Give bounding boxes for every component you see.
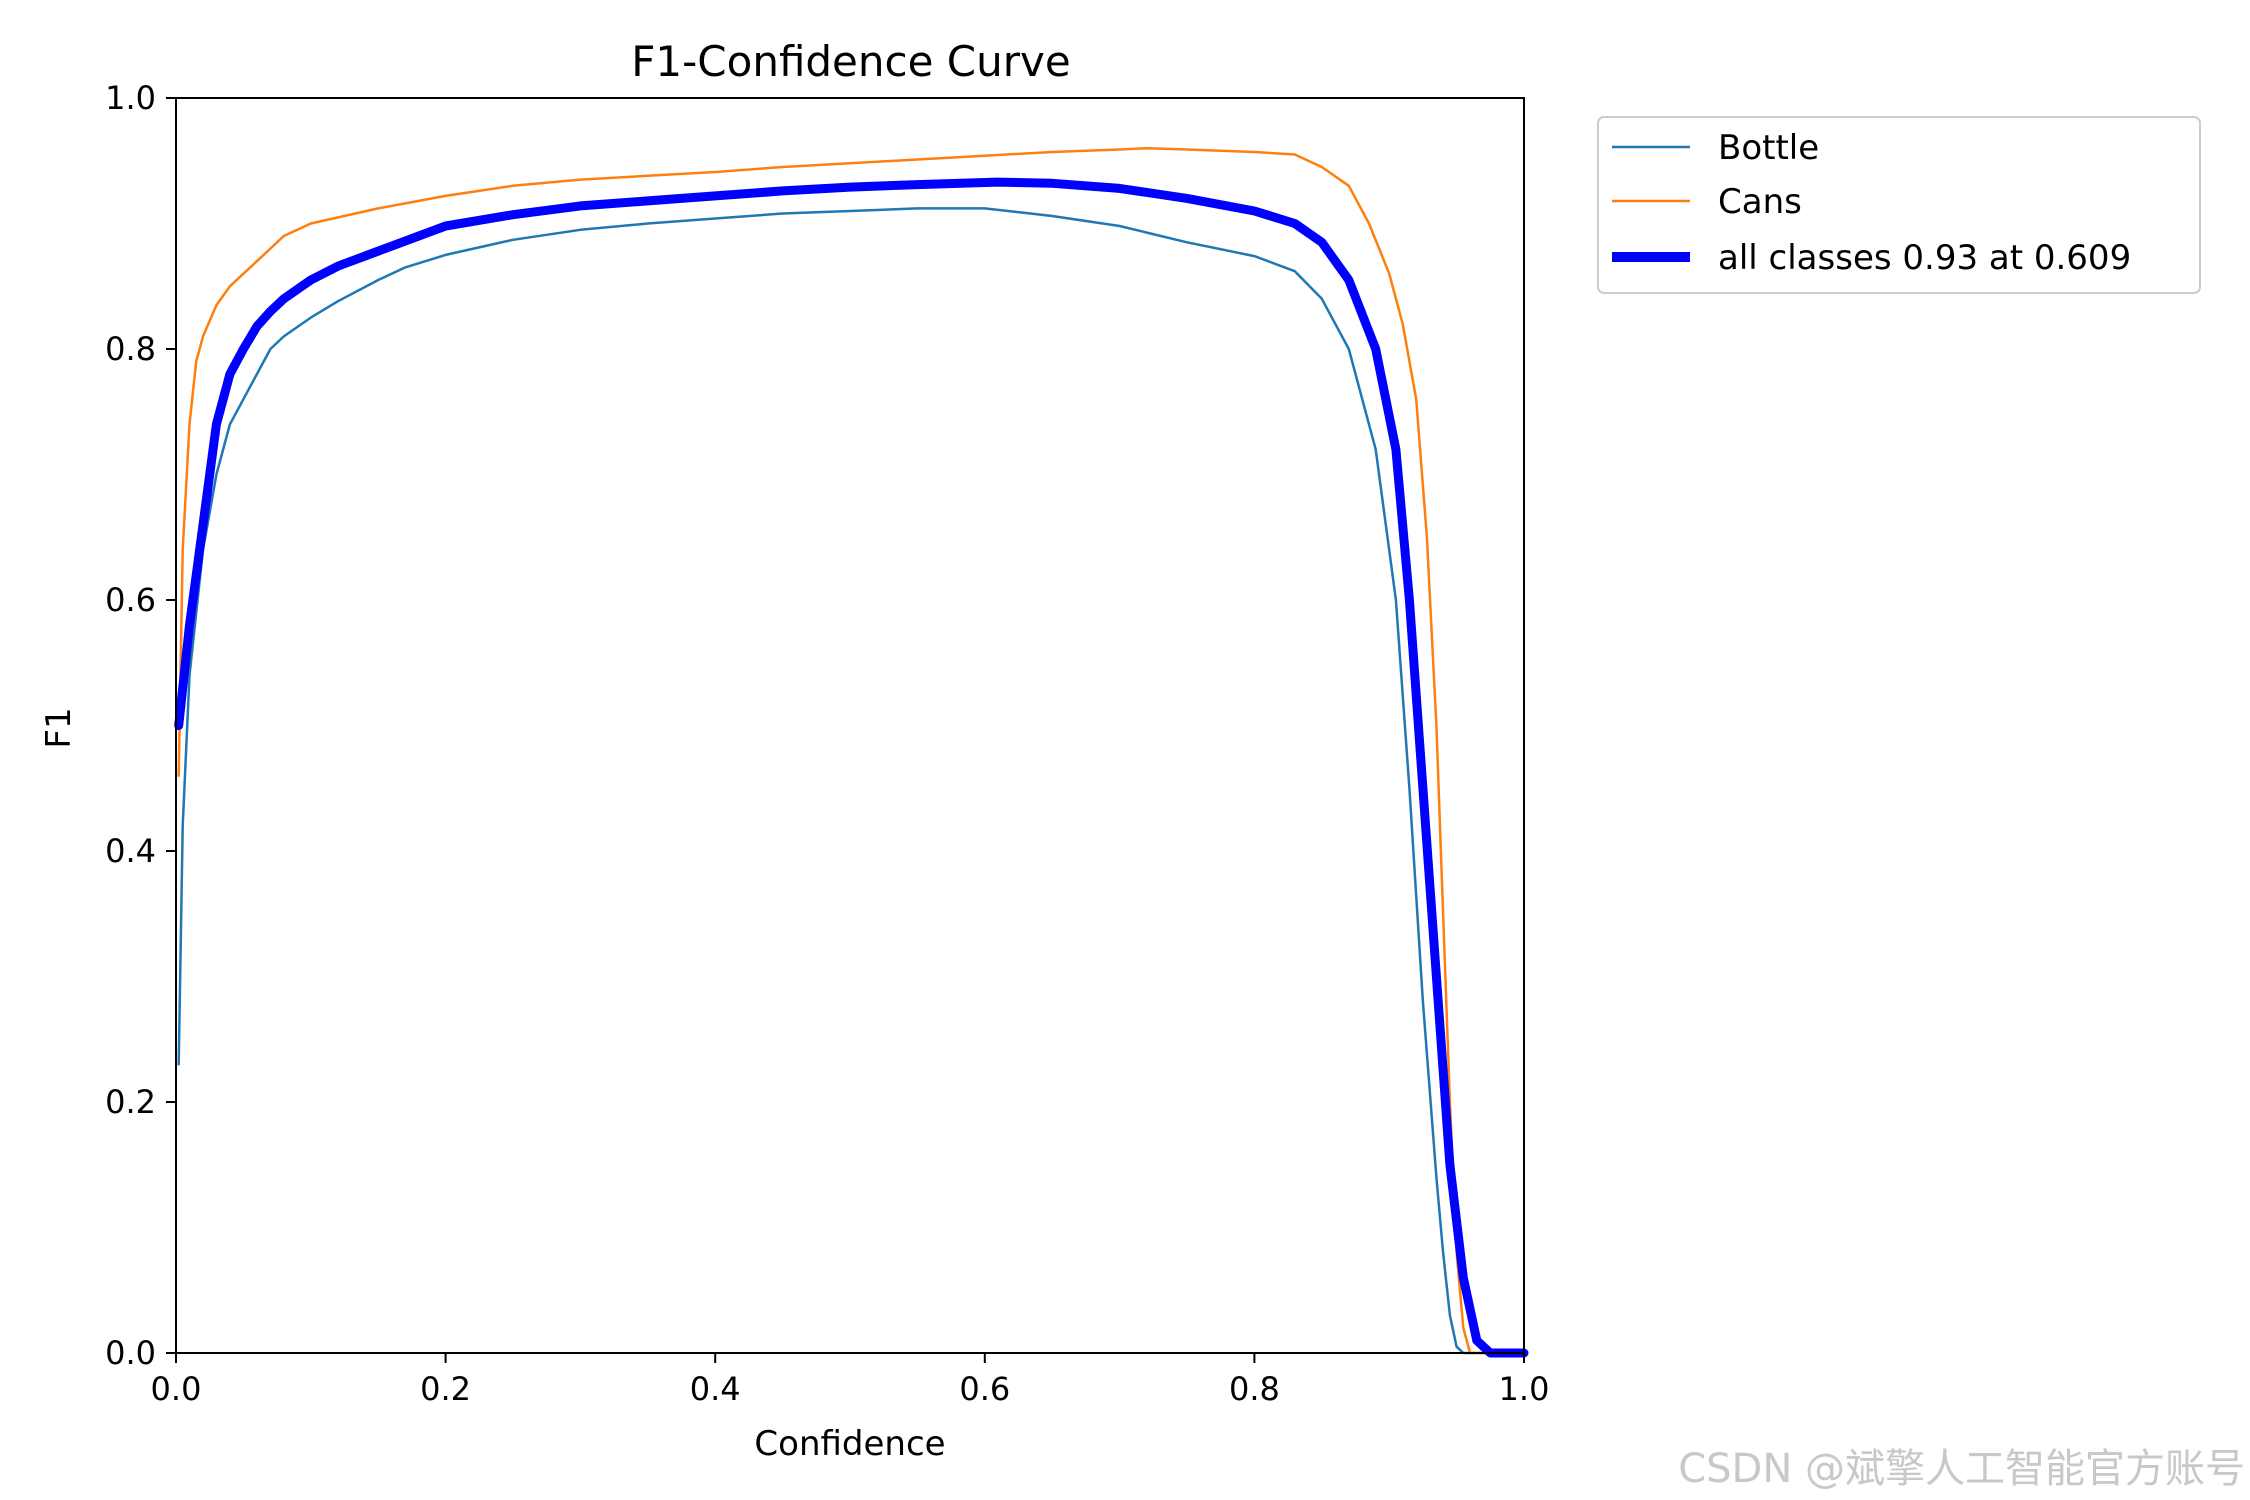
y-tick-label: 0.2	[105, 1083, 156, 1121]
x-tick-label: 0.0	[151, 1370, 202, 1408]
x-tick-label: 0.2	[420, 1370, 471, 1408]
series-layer	[174, 146, 1529, 1358]
legend-box	[1597, 116, 2201, 294]
plot-frame	[175, 97, 1525, 1354]
legend-label-bottle: Bottle	[1718, 128, 1819, 168]
chart-title: F1-Confidence Curve	[631, 37, 1070, 86]
y-tick-label: 1.0	[105, 79, 156, 117]
y-axis-label: F1	[39, 707, 79, 748]
series-line-bottle	[177, 207, 1526, 1355]
y-axis-ticks: 0.0 0.2 0.4 0.6 0.8 1.0	[105, 79, 176, 1372]
series-line-all	[174, 177, 1529, 1358]
watermark: CSDN @斌擎人工智能官方账号	[1678, 1446, 2245, 1492]
x-axis-label: Confidence	[754, 1424, 945, 1464]
series-line-cans	[177, 146, 1526, 1355]
x-tick-label: 0.4	[690, 1370, 741, 1408]
x-tick-label: 0.8	[1229, 1370, 1280, 1408]
y-tick-label: 0.8	[105, 330, 156, 368]
x-tick-label: 0.6	[959, 1370, 1010, 1408]
y-tick-label: 0.4	[105, 832, 156, 870]
y-tick-label: 0.6	[105, 581, 156, 619]
y-tick-label: 0.0	[105, 1334, 156, 1372]
legend: Bottle Cans all classes 0.93 at 0.609	[1597, 116, 2201, 294]
legend-label-cans: Cans	[1718, 182, 1802, 222]
x-tick-label: 1.0	[1499, 1370, 1550, 1408]
x-axis-ticks: 0.0 0.2 0.4 0.6 0.8 1.0	[151, 1353, 1550, 1408]
legend-label-all-classes: all classes 0.93 at 0.609	[1718, 238, 2131, 278]
